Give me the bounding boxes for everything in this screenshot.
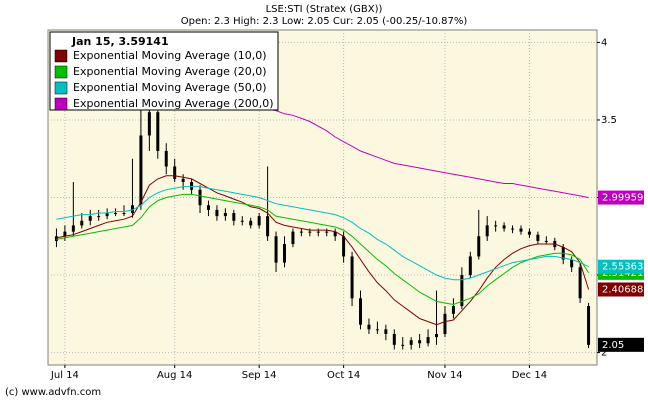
candle-body: [375, 329, 379, 331]
candle-body: [325, 231, 329, 233]
candle-body: [54, 236, 58, 241]
value-box-label: 2.55363: [602, 262, 643, 273]
value-box: [598, 337, 644, 352]
candle-body: [477, 236, 481, 257]
candle-body: [342, 236, 346, 257]
legend-swatch: [54, 97, 68, 111]
candle-body: [570, 259, 574, 268]
candle-body: [468, 256, 472, 276]
candle-body: [80, 220, 84, 226]
candle-body: [282, 244, 286, 263]
candle-body: [451, 306, 455, 314]
candle-body: [527, 231, 531, 235]
candle-body: [384, 329, 388, 334]
legend-title: Jan 15, 3.59141: [71, 35, 169, 48]
candle-body: [257, 216, 261, 226]
value-box-label: 2.40688: [602, 284, 643, 295]
y-tick-label: 2: [601, 348, 607, 359]
candle-body: [63, 231, 67, 237]
candle-body: [274, 236, 278, 263]
candle-body: [359, 298, 363, 325]
x-tick-label: Aug 14: [157, 370, 192, 381]
candle-body: [71, 225, 75, 232]
candle-body: [181, 178, 185, 182]
legend-box: [49, 31, 279, 111]
candle-body: [130, 205, 134, 214]
x-tick-label: Dec 14: [512, 370, 547, 381]
legend-swatch: [54, 81, 68, 95]
candle-body: [587, 306, 591, 345]
candle-body: [435, 333, 439, 338]
candle-body: [147, 112, 151, 136]
legend: Jan 15, 3.59141 Exponential Moving Avera…: [49, 31, 279, 111]
chart-title: LSE:STI (Stratex (GBX)): [266, 4, 383, 15]
candle-body: [232, 213, 236, 221]
candle-body: [409, 340, 413, 345]
chart-subtitle: Open: 2.3 High: 2.3 Low: 2.05 Cur: 2.05 …: [181, 16, 468, 27]
y-tick-label: 4: [601, 37, 607, 48]
legend-label: Exponential Moving Average (50,0): [73, 81, 267, 94]
candle-body: [291, 231, 295, 245]
candle-body: [164, 150, 168, 167]
x-tick-label: Nov 14: [427, 370, 462, 381]
candle-body: [215, 209, 219, 217]
value-box: [598, 259, 644, 274]
candle-body: [105, 213, 109, 217]
candle-body: [299, 231, 303, 233]
candle-body: [206, 205, 210, 210]
candle-body: [316, 231, 320, 233]
candle-body: [367, 324, 371, 330]
copyright: (c) www.advfn.com: [5, 387, 101, 398]
candle-body: [114, 213, 118, 215]
candle-body: [240, 220, 244, 222]
candle-body: [139, 135, 143, 206]
value-box-label: 2.99959: [602, 193, 643, 204]
ema-line: [56, 186, 589, 281]
y-tick-label: 3.5: [601, 115, 617, 126]
candle-body: [350, 256, 354, 299]
candle-body: [544, 240, 548, 242]
x-tick-label: Oct 14: [327, 370, 360, 381]
x-tick-label: Jul 14: [50, 370, 79, 381]
candle-body: [578, 267, 582, 299]
candle-body: [88, 216, 92, 221]
legend-swatch: [54, 49, 68, 63]
value-box: [598, 282, 644, 297]
value-box: [598, 190, 644, 205]
candle-body: [426, 337, 430, 344]
candle-body: [494, 225, 498, 227]
value-box-label: 2.05: [602, 340, 624, 351]
candle-body: [536, 234, 540, 241]
candle-body: [190, 181, 194, 190]
x-tick-label: Sep 14: [242, 370, 277, 381]
candle-body: [485, 225, 489, 237]
candle-body: [443, 313, 447, 334]
candle-body: [308, 231, 312, 233]
candle-body: [266, 216, 270, 237]
ema-line: [56, 193, 590, 306]
legend-label: Exponential Moving Average (10,0): [73, 49, 267, 62]
legend-label: Exponential Moving Average (20,0): [73, 65, 267, 78]
candle-body: [122, 213, 126, 215]
candle-body: [418, 340, 422, 344]
candle-body: [97, 216, 101, 218]
candle-body: [198, 189, 202, 206]
candle-body: [401, 344, 405, 346]
candle-body: [392, 333, 396, 345]
legend-label: Exponential Moving Average (200,0): [73, 97, 274, 110]
candle-body: [511, 228, 515, 230]
candle-body: [502, 225, 506, 229]
legend-swatch: [54, 65, 68, 79]
candle-body: [156, 112, 160, 151]
candle-body: [519, 228, 523, 232]
candle-body: [460, 275, 464, 307]
candle-body: [223, 213, 227, 217]
candle-body: [333, 231, 337, 237]
candle-body: [173, 166, 177, 179]
candle-body: [249, 220, 253, 226]
ema-line: [56, 175, 590, 326]
